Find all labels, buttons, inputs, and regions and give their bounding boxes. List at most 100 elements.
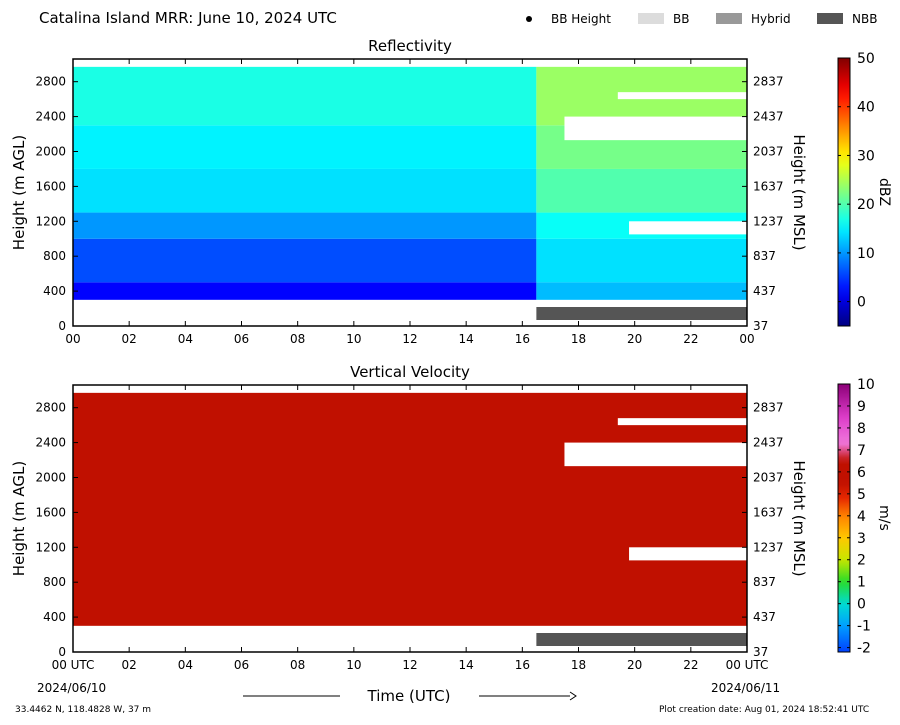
y-tick-label-right: 2037 <box>753 144 784 158</box>
colorbar-tick-label: 3 <box>857 531 866 547</box>
y-tick-label-left: 800 <box>43 249 66 263</box>
x-tick-label: 16 <box>515 658 530 672</box>
colorbar-tick-label: 2 <box>857 553 866 569</box>
y-axis-label-left: Height (m AGL) <box>10 135 28 250</box>
y-tick-label-right: 1637 <box>753 505 784 519</box>
y-tick-label-left: 2000 <box>35 144 66 158</box>
x-tick-label: 14 <box>459 658 474 672</box>
colorbar-tick-label: 5 <box>857 487 866 503</box>
end-date-label: 2024/06/11 <box>711 681 781 695</box>
colorbar-gradient <box>837 383 851 653</box>
y-tick-label-right: 1637 <box>753 179 784 193</box>
colorbar-tick-label: 0 <box>857 295 866 311</box>
missing-data-gap <box>617 418 747 426</box>
missing-data-gap <box>617 92 747 100</box>
colorbar-tick-label: 10 <box>857 246 875 262</box>
colorbar-tick-label: 10 <box>857 377 875 393</box>
panel-title: Vertical Velocity <box>350 363 470 381</box>
y-tick-label-left: 2400 <box>35 110 66 124</box>
x-tick-label: 20 <box>627 332 642 346</box>
creation-date-text: Plot creation date: Aug 01, 2024 18:52:4… <box>659 705 870 715</box>
y-tick-label-right: 2037 <box>753 470 784 484</box>
nbb-period-bar <box>536 307 747 320</box>
colorbar: 0 10 20 30 40 50 dBZ <box>837 51 892 327</box>
y-tick-label-left: 2800 <box>35 401 66 415</box>
reflectivity-layer <box>536 238 747 283</box>
colorbar: -2 -1 0 1 2 3 4 5 6 7 8 9 10 m/s <box>837 377 892 657</box>
x-tick-label: 02 <box>122 332 137 346</box>
colorbar-tick-label: -2 <box>857 641 871 657</box>
reflectivity-layer <box>73 168 537 213</box>
y-tick-label-left: 1200 <box>35 540 66 554</box>
y-axis-label-left: Height (m AGL) <box>10 461 28 576</box>
x-tick-label: 04 <box>178 332 193 346</box>
missing-data-gap <box>629 221 747 235</box>
nbb-legend-swatch <box>817 13 843 24</box>
y-tick-label-right: 1237 <box>753 540 784 554</box>
missing-data-gap <box>564 116 747 141</box>
y-tick-label-left: 0 <box>58 645 66 659</box>
y-tick-label-left: 800 <box>43 575 66 589</box>
x-tick-label: 10 <box>346 332 361 346</box>
panel-title: Reflectivity <box>368 37 452 55</box>
x-tick-label: 12 <box>402 658 417 672</box>
x-tick-label: 14 <box>459 332 474 346</box>
reflectivity-layer <box>73 125 537 169</box>
x-tick-label: 00 UTC <box>726 658 769 672</box>
bb-height-legend-label: BB Height <box>551 12 611 26</box>
y-tick-label-left: 1600 <box>35 505 66 519</box>
x-tick-label: 00 <box>739 332 754 346</box>
hybrid-legend-label: Hybrid <box>751 12 791 26</box>
hybrid-legend-swatch <box>716 13 742 24</box>
y-tick-label-right: 837 <box>753 249 776 263</box>
y-tick-label-right: 2437 <box>753 436 784 450</box>
x-tick-label: 20 <box>627 658 642 672</box>
y-tick-label-right: 837 <box>753 575 776 589</box>
velocity-field <box>73 392 747 626</box>
x-tick-label: 18 <box>571 332 586 346</box>
bb-legend-swatch <box>638 13 664 24</box>
y-tick-label-left: 400 <box>43 284 66 298</box>
colorbar-tick-label: 1 <box>857 575 866 591</box>
reflectivity-layer <box>73 212 537 239</box>
nbb-legend-label: NBB <box>852 12 878 26</box>
y-tick-label-left: 400 <box>43 610 66 624</box>
y-tick-label-right: 37 <box>753 645 768 659</box>
location-text: 33.4462 N, 118.4828 W, 37 m <box>15 705 152 715</box>
colorbar-tick-label: 7 <box>857 443 866 459</box>
x-tick-label: 22 <box>683 332 698 346</box>
x-tick-label: 18 <box>571 658 586 672</box>
y-tick-label-left: 2400 <box>35 436 66 450</box>
x-tick-label: 06 <box>234 332 249 346</box>
missing-data-gap <box>629 547 747 561</box>
y-tick-label-right: 37 <box>753 319 768 333</box>
colorbar-tick-label: 9 <box>857 399 866 415</box>
time-arrow-head <box>569 691 577 701</box>
x-tick-label: 22 <box>683 658 698 672</box>
start-date-label: 2024/06/10 <box>37 681 107 695</box>
colorbar-label: m/s <box>876 505 892 531</box>
colorbar-tick-label: 40 <box>857 100 875 116</box>
figure-title: Catalina Island MRR: June 10, 2024 UTC <box>39 9 337 27</box>
x-tick-label: 00 <box>65 332 80 346</box>
x-tick-label: 04 <box>178 658 193 672</box>
colorbar-gradient <box>837 57 851 327</box>
x-tick-label: 06 <box>234 658 249 672</box>
x-tick-label: 08 <box>290 332 305 346</box>
colorbar-tick-label: -1 <box>857 619 871 635</box>
colorbar-label: dBZ <box>876 178 892 206</box>
colorbar-tick-label: 0 <box>857 597 866 613</box>
y-tick-label-left: 1600 <box>35 179 66 193</box>
reflectivity-layer <box>536 168 747 213</box>
colorbar-tick-label: 8 <box>857 421 866 437</box>
y-tick-label-left: 1200 <box>35 214 66 228</box>
bb-legend-label: BB <box>673 12 690 26</box>
nbb-period-bar <box>536 633 747 646</box>
x-tick-label: 02 <box>122 658 137 672</box>
x-tick-label: 08 <box>290 658 305 672</box>
reflectivity-layer <box>73 282 537 300</box>
reflectivity-layer <box>73 66 537 126</box>
y-tick-label-left: 0 <box>58 319 66 333</box>
